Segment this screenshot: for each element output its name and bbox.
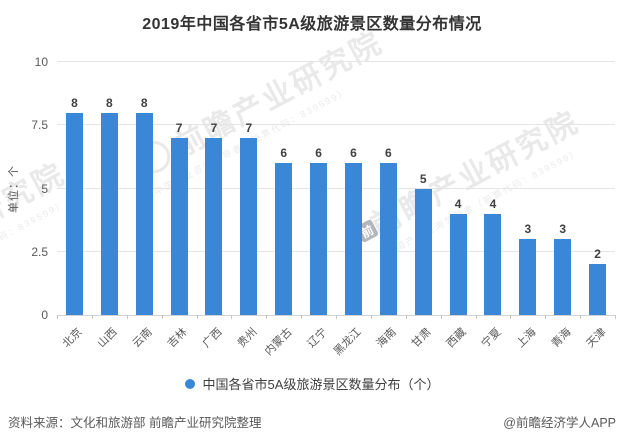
bar-value-label: 8 xyxy=(105,95,113,110)
bar-slot: 8 北京 xyxy=(57,62,93,350)
bar xyxy=(379,163,397,315)
bar xyxy=(414,188,432,315)
gridline xyxy=(57,250,615,252)
bar xyxy=(275,163,293,315)
x-axis-label: 吉林 xyxy=(165,326,190,351)
bar-slot: 3 青海 xyxy=(545,62,581,350)
bar-slot: 6 海南 xyxy=(371,62,407,350)
bar-value-label: 4 xyxy=(489,196,497,211)
bar-slot: 6 辽宁 xyxy=(301,62,337,350)
y-axis-tick-label: 10 xyxy=(34,55,48,69)
y-axis-tick-label: 5 xyxy=(41,181,48,196)
y-axis-tick-labels: 0 2.5 5 7.5 10 xyxy=(0,55,48,322)
bar-value-label: 6 xyxy=(280,146,288,161)
x-axis-label: 西藏 xyxy=(444,326,469,351)
footer: 资料来源：文化和旅游部 前瞻产业研究院整理 @前瞻经济学人APP xyxy=(8,412,616,431)
bar-slot: 5 甘肃 xyxy=(406,62,442,350)
bar xyxy=(484,213,502,315)
bar-slot: 4 宁夏 xyxy=(476,62,512,350)
bar xyxy=(449,213,467,315)
y-axis-tick-label: 7.5 xyxy=(31,118,48,133)
legend-label: 中国各省市5A级旅游景区数量分布（个） xyxy=(202,377,440,392)
bar-value-label: 6 xyxy=(350,146,357,161)
bar-value-label: 3 xyxy=(524,222,532,237)
gridline xyxy=(57,124,615,126)
bar-slot: 2 天津 xyxy=(580,62,616,350)
x-axis-label: 海南 xyxy=(374,326,399,351)
legend: 中国各省市5A级旅游景区数量分布（个） xyxy=(0,374,624,393)
bar-slot: 4 西藏 xyxy=(441,62,477,350)
bar-value-label: 2 xyxy=(594,247,601,262)
x-axis-label: 宁夏 xyxy=(479,326,504,351)
bar-value-label: 6 xyxy=(384,146,392,161)
bar-slot: 7 贵州 xyxy=(231,62,268,350)
gridline xyxy=(57,61,615,62)
bar-value-label: 7 xyxy=(175,120,183,135)
credit-note: @前瞻经济学人APP xyxy=(503,416,616,430)
x-axis-label: 天津 xyxy=(584,326,609,351)
bar xyxy=(554,239,572,315)
bar xyxy=(310,163,328,315)
bar xyxy=(170,137,188,315)
x-axis-label: 云南 xyxy=(130,326,155,351)
bar-value-label: 7 xyxy=(245,120,253,135)
bar-slot: 6 黑龙江 xyxy=(332,62,372,358)
bar-slot: 7 吉林 xyxy=(162,62,198,350)
x-axis-label: 贵州 xyxy=(235,326,260,351)
bar-value-label: 7 xyxy=(210,120,218,135)
bar xyxy=(65,112,83,315)
bar xyxy=(135,112,153,315)
bar-value-label: 5 xyxy=(419,171,427,186)
x-axis-label: 广西 xyxy=(200,326,225,351)
bar-slot: 6 内蒙古 xyxy=(262,62,302,358)
bar xyxy=(519,239,537,315)
bar-value-label: 3 xyxy=(559,222,567,237)
bar-slot: 3 上海 xyxy=(510,62,547,350)
x-axis-label: 辽宁 xyxy=(305,326,330,351)
plot-area: 8 北京 8 山西 8 云南 7 吉林 7 广西 7 贵州 6 内蒙古 6 辽宁 6 黑龙江 6 海南 5 甘肃 4 西藏 4 宁… xyxy=(57,61,616,358)
y-axis-tick-label: 2.5 xyxy=(31,244,48,259)
bar xyxy=(100,112,118,315)
bar-value-label: 4 xyxy=(454,196,462,211)
bar-value-label: 8 xyxy=(71,95,78,110)
bar-slot: 8 云南 xyxy=(127,62,163,350)
source-note: 资料来源：文化和旅游部 前瞻产业研究院整理 xyxy=(8,416,262,430)
x-axis-label: 内蒙古 xyxy=(262,326,295,358)
gridline xyxy=(57,187,615,189)
x-axis-label: 黑龙江 xyxy=(332,326,365,358)
x-axis-label: 山西 xyxy=(95,326,120,351)
chart-title: 2019年中国各省市5A级旅游景区数量分布情况 xyxy=(142,16,482,33)
bar-slot: 7 广西 xyxy=(197,62,233,350)
y-axis-tick-label: 0 xyxy=(41,308,48,322)
bar xyxy=(205,137,223,315)
bar-slot: 8 山西 xyxy=(92,62,128,350)
x-axis-label: 甘肃 xyxy=(409,326,434,351)
bar-value-label: 6 xyxy=(315,146,322,161)
bars-container: 8 北京 8 山西 8 云南 7 吉林 7 广西 7 贵州 6 内蒙古 6 辽宁 6 黑龙江 6 海南 5 甘肃 4 西藏 4 宁… xyxy=(57,62,616,358)
x-axis-label: 青海 xyxy=(549,326,574,351)
bar-value-label: 8 xyxy=(140,95,148,110)
bar xyxy=(589,264,607,315)
legend-marker-icon xyxy=(184,378,195,389)
x-axis-label: 北京 xyxy=(61,326,86,351)
x-axis-label: 上海 xyxy=(514,326,539,351)
bar xyxy=(240,137,258,315)
bar xyxy=(344,163,362,315)
